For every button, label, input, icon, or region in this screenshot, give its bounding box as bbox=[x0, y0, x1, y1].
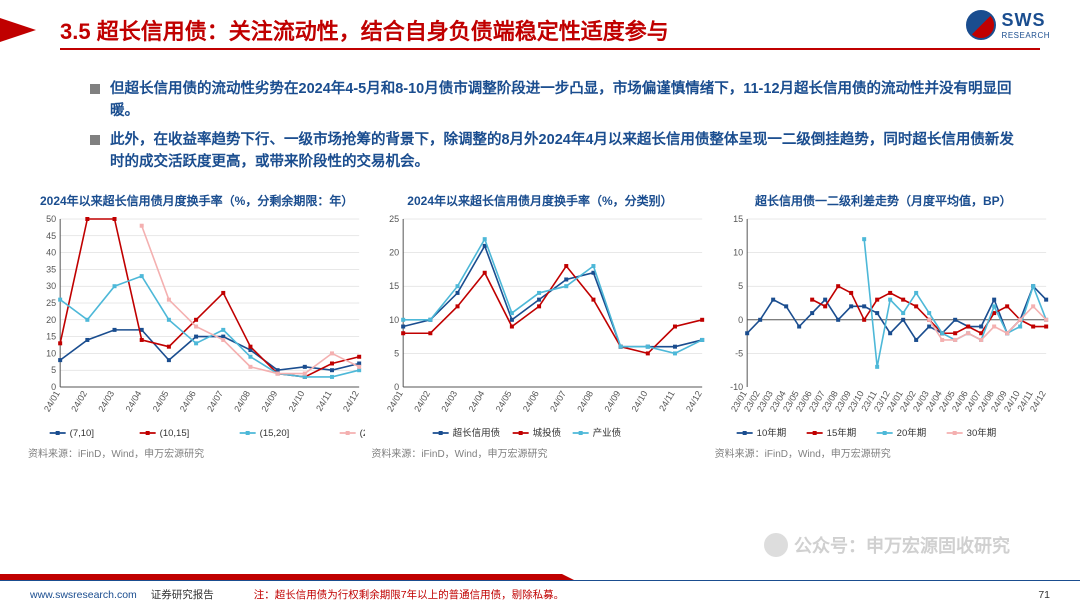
svg-text:24/05: 24/05 bbox=[494, 389, 514, 414]
svg-text:24/10: 24/10 bbox=[630, 389, 650, 414]
svg-text:10: 10 bbox=[46, 348, 56, 358]
svg-text:15: 15 bbox=[733, 214, 743, 224]
chart-3-source: 资料来源：iFinD，Wind，申万宏源研究 bbox=[715, 445, 1052, 460]
svg-text:(15,20]: (15,20] bbox=[260, 428, 290, 439]
svg-text:30: 30 bbox=[46, 281, 56, 291]
sws-logo: SWS RESEARCH bbox=[966, 10, 1050, 40]
footer-url: www.swsresearch.com bbox=[30, 589, 137, 601]
title-underline bbox=[60, 48, 1040, 50]
svg-text:50: 50 bbox=[46, 214, 56, 224]
svg-text:24/05: 24/05 bbox=[151, 389, 171, 414]
svg-text:20: 20 bbox=[46, 315, 56, 325]
svg-text:0: 0 bbox=[738, 315, 743, 325]
svg-text:25: 25 bbox=[389, 214, 399, 224]
logo-text: SWS bbox=[1002, 10, 1046, 30]
svg-text:24/03: 24/03 bbox=[440, 389, 460, 414]
svg-text:24/11: 24/11 bbox=[314, 389, 334, 413]
bullet-square-icon bbox=[90, 84, 100, 94]
svg-text:15年期: 15年期 bbox=[826, 427, 856, 439]
chart-2-title: 2024年以来超长信用债月度换手率（%，分类别） bbox=[371, 192, 708, 209]
svg-text:24/06: 24/06 bbox=[178, 389, 198, 414]
svg-text:24/09: 24/09 bbox=[259, 389, 279, 414]
watermark: 公众号：申万宏源固收研究 bbox=[764, 532, 1010, 558]
bullet-text: 但超长信用债的流动性劣势在2024年4-5月和8-10月债市调整阶段进一步凸显，… bbox=[110, 78, 1020, 123]
svg-text:24/03: 24/03 bbox=[96, 389, 116, 414]
chart-2-source: 资料来源：iFinD，Wind，申万宏源研究 bbox=[371, 445, 708, 460]
svg-text:15: 15 bbox=[46, 331, 56, 341]
bullet-list: 但超长信用债的流动性劣势在2024年4-5月和8-10月债市调整阶段进一步凸显，… bbox=[0, 60, 1080, 188]
charts-row: 2024年以来超长信用债月度换手率（%，分剩余期限：年） 0 5 10 15 20 25 3… bbox=[0, 188, 1080, 460]
chart-3-title: 超长信用债一二级利差走势（月度平均值，BP） bbox=[715, 192, 1052, 209]
footer-note: 注：超长信用债为行权剩余期限7年以上的普通信用债，剔除私募。 bbox=[254, 587, 564, 602]
svg-text:24/11: 24/11 bbox=[657, 389, 677, 413]
chart-1-title: 2024年以来超长信用债月度换手率（%，分剩余期限：年） bbox=[28, 192, 365, 209]
svg-text:25: 25 bbox=[46, 298, 56, 308]
chart-2: 2024年以来超长信用债月度换手率（%，分类别） 051015202524/01… bbox=[371, 192, 708, 460]
svg-text:24/02: 24/02 bbox=[412, 389, 432, 414]
svg-text:24/01: 24/01 bbox=[42, 389, 62, 414]
svg-text:(7,10]: (7,10] bbox=[70, 428, 94, 439]
svg-text:城投债: 城投债 bbox=[533, 427, 562, 439]
page-title: 3.5 超长信用债：关注流动性，结合自身负债端稳定性适度参与 bbox=[60, 14, 669, 46]
footer-report-label: 证券研究报告 bbox=[151, 587, 214, 602]
chart-1-source: 资料来源：iFinD，Wind，申万宏源研究 bbox=[28, 445, 365, 460]
footer: www.swsresearch.com 证券研究报告 注：超长信用债为行权剩余期… bbox=[0, 580, 1080, 608]
svg-text:24/04: 24/04 bbox=[124, 389, 144, 414]
svg-text:24/12: 24/12 bbox=[341, 389, 361, 414]
chart-2-plot: 051015202524/0124/0224/0324/0424/0524/06… bbox=[371, 213, 708, 443]
svg-text:产业债: 产业债 bbox=[593, 427, 622, 439]
header-triangle-icon bbox=[0, 18, 36, 42]
bullet-text: 此外，在收益率趋势下行、一级市场抢筹的背景下，除调整的8月外2024年4月以来超… bbox=[110, 129, 1020, 174]
svg-text:15: 15 bbox=[389, 281, 399, 291]
svg-text:30年期: 30年期 bbox=[966, 427, 996, 439]
svg-text:45: 45 bbox=[46, 231, 56, 241]
svg-text:24/08: 24/08 bbox=[232, 389, 252, 414]
svg-text:24/04: 24/04 bbox=[467, 389, 487, 414]
svg-text:24/07: 24/07 bbox=[205, 389, 225, 414]
header: 3.5 超长信用债：关注流动性，结合自身负债端稳定性适度参与 SWS RESEA… bbox=[0, 0, 1080, 60]
svg-text:24/12: 24/12 bbox=[684, 389, 704, 414]
svg-text:5: 5 bbox=[394, 348, 399, 358]
chart-3: 超长信用债一二级利差走势（月度平均值，BP） -10-505101523/012… bbox=[715, 192, 1052, 460]
svg-text:5: 5 bbox=[51, 365, 56, 375]
svg-text:24/07: 24/07 bbox=[548, 389, 568, 414]
chart-1-plot: 0510152025303540455024/0124/0224/0324/04… bbox=[28, 213, 365, 443]
svg-text:20: 20 bbox=[389, 247, 399, 257]
bullet-item: 此外，在收益率趋势下行、一级市场抢筹的背景下，除调整的8月外2024年4月以来超… bbox=[90, 129, 1020, 174]
svg-text:10: 10 bbox=[733, 247, 743, 257]
svg-text:(20,30]: (20,30] bbox=[360, 428, 366, 439]
svg-text:-5: -5 bbox=[735, 348, 743, 358]
svg-text:24/02: 24/02 bbox=[69, 389, 89, 414]
logo-icon bbox=[966, 10, 996, 40]
svg-text:24/10: 24/10 bbox=[287, 389, 307, 414]
svg-text:(10,15]: (10,15] bbox=[160, 428, 190, 439]
svg-text:40: 40 bbox=[46, 247, 56, 257]
logo-subtext: RESEARCH bbox=[1002, 31, 1050, 40]
svg-text:超长信用债: 超长信用债 bbox=[453, 427, 501, 439]
footer-page-number: 71 bbox=[1038, 589, 1050, 601]
watermark-text: 公众号：申万宏源固收研究 bbox=[794, 532, 1010, 558]
chart-3-plot: -10-505101523/0123/0223/0323/0423/0523/0… bbox=[715, 213, 1052, 443]
svg-text:24/09: 24/09 bbox=[603, 389, 623, 414]
wechat-icon bbox=[764, 533, 788, 557]
chart-1: 2024年以来超长信用债月度换手率（%，分剩余期限：年） 05101520253… bbox=[28, 192, 365, 460]
bullet-item: 但超长信用债的流动性劣势在2024年4-5月和8-10月债市调整阶段进一步凸显，… bbox=[90, 78, 1020, 123]
bullet-square-icon bbox=[90, 135, 100, 145]
svg-text:35: 35 bbox=[46, 264, 56, 274]
svg-text:24/08: 24/08 bbox=[576, 389, 596, 414]
svg-text:24/01: 24/01 bbox=[385, 389, 405, 414]
svg-text:10: 10 bbox=[389, 315, 399, 325]
svg-text:10年期: 10年期 bbox=[756, 427, 786, 439]
svg-text:24/06: 24/06 bbox=[521, 389, 541, 414]
svg-text:5: 5 bbox=[738, 281, 743, 291]
svg-text:20年期: 20年期 bbox=[896, 427, 926, 439]
